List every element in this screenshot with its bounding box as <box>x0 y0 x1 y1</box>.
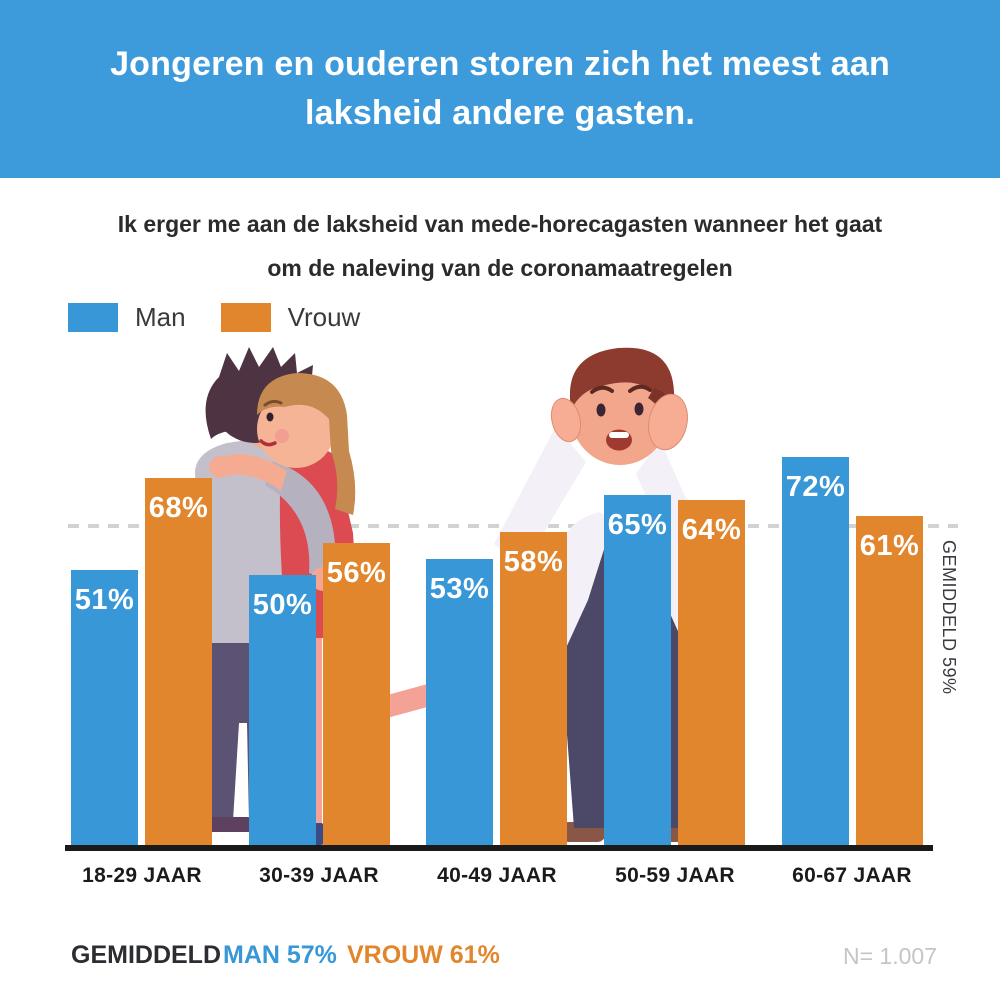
bar-value-label: 65% <box>607 509 668 541</box>
bar-vrouw-18-29-jaar: 68% <box>145 478 212 845</box>
bar-man-40-49-jaar: 53% <box>426 559 493 845</box>
legend-swatch-man <box>68 303 118 332</box>
bar-value-label: 50% <box>252 589 313 621</box>
category-label-18-29-jaar: 18-29 JAAR <box>82 864 202 887</box>
chart-legend: Man Vrouw <box>68 302 395 333</box>
page-title: Jongeren en ouderen storen zich het mees… <box>110 45 890 132</box>
bar-man-50-59-jaar: 65% <box>604 495 671 845</box>
chart-subtitle-line1: Ik erger me aan de laksheid van mede-hor… <box>117 211 883 237</box>
footer-man-average: MAN 57% <box>223 941 337 969</box>
bar-vrouw-30-39-jaar: 56% <box>323 543 390 845</box>
category-label-50-59-jaar: 50-59 JAAR <box>615 864 735 887</box>
bar-value-label: 61% <box>859 530 920 562</box>
bar-value-label: 56% <box>326 557 387 589</box>
category-label-60-67-jaar: 60-67 JAAR <box>792 864 912 887</box>
category-label-30-39-jaar: 30-39 JAAR <box>259 864 379 887</box>
footer-vrouw-average: VROUW 61% <box>347 941 500 969</box>
sample-size-label: N= 1.007 <box>843 943 937 969</box>
bar-value-label: 68% <box>148 492 209 524</box>
legend-item-vrouw: Vrouw <box>220 302 361 333</box>
legend-label-man: Man <box>135 302 186 332</box>
header-banner: Jongeren en ouderen storen zich het mees… <box>0 0 1000 178</box>
legend-item-man: Man <box>68 302 186 333</box>
bar-value-label: 53% <box>429 573 490 605</box>
bar-vrouw-40-49-jaar: 58% <box>500 532 567 845</box>
footer-average-label: GEMIDDELD <box>71 941 221 969</box>
x-axis-line <box>65 845 933 851</box>
bar-vrouw-60-67-jaar: 61% <box>856 516 923 845</box>
bar-value-label: 72% <box>785 471 846 503</box>
category-label-40-49-jaar: 40-49 JAAR <box>437 864 557 887</box>
chart-subtitle: Ik erger me aan de laksheid van mede-hor… <box>0 202 1000 290</box>
legend-swatch-vrouw <box>220 303 271 332</box>
chart-subtitle-line2: om de naleving van de coronamaatregelen <box>267 255 733 281</box>
bar-vrouw-50-59-jaar: 64% <box>678 500 745 845</box>
bar-man-18-29-jaar: 51% <box>71 570 138 845</box>
bar-value-label: 58% <box>503 546 564 578</box>
bar-man-30-39-jaar: 50% <box>249 575 316 845</box>
legend-label-vrouw: Vrouw <box>287 302 361 332</box>
average-line-label: GEMIDDELD 59% <box>939 540 959 695</box>
bar-man-60-67-jaar: 72% <box>782 457 849 845</box>
bar-value-label: 64% <box>681 514 742 546</box>
bar-value-label: 51% <box>74 584 135 616</box>
